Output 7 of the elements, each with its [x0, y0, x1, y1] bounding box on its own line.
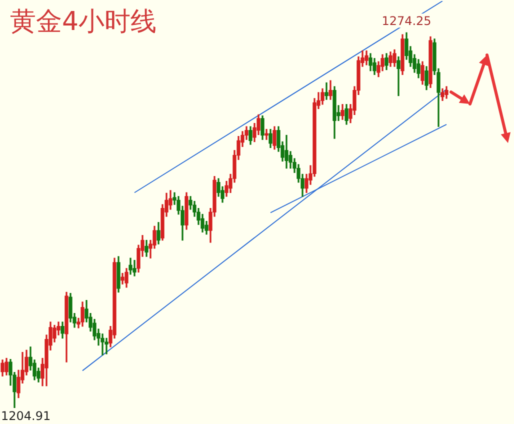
text: 1204.91 — [1, 409, 51, 424]
candlestick — [396, 56, 400, 96]
candlestick — [264, 128, 268, 140]
chart-title: 黄金4小时线 — [10, 6, 157, 39]
candlestick — [104, 338, 108, 354]
annotation: 1274.25 — [382, 14, 432, 28]
candlestick — [324, 82, 328, 100]
